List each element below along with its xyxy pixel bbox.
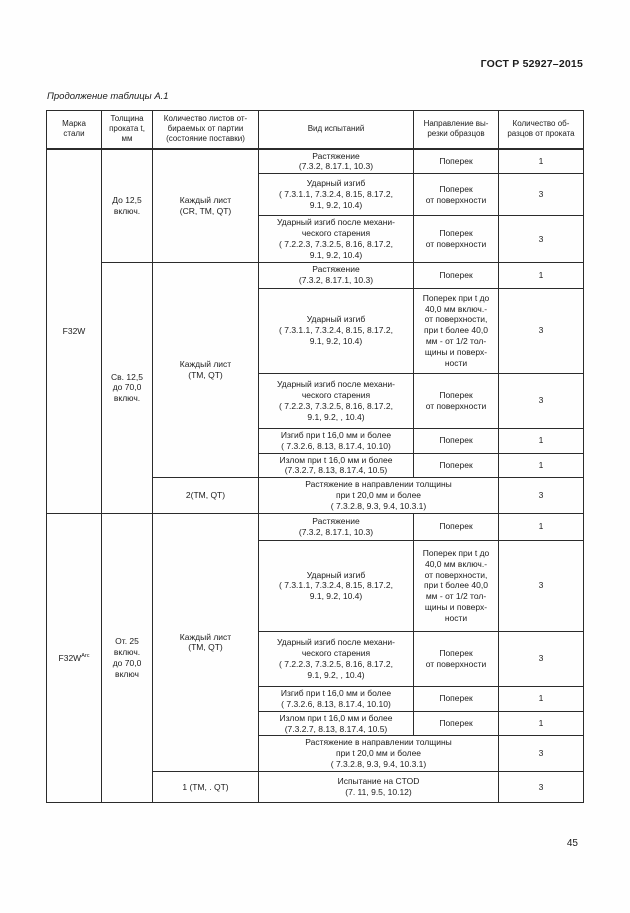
test-cell: Изгиб при t 16,0 мм и более ( 7.3.2.6, 8… [258, 427, 414, 454]
test-cell: Испытание на CTOD (7. 11, 9.5, 10.12) [258, 771, 499, 803]
direction-cell: Поперек от поверхности [413, 173, 499, 217]
test-cell: Излом при t 16,0 мм и более (7.3.2.7, 8.… [258, 710, 414, 737]
table-row: Ударный изгиб после механи- ческого стар… [47, 630, 584, 687]
count-cell: 3 [498, 771, 584, 803]
table-row: Св. 12,5 до 70,0 включ. Каждый лист (ТМ,… [47, 261, 584, 514]
page-number: 45 [566, 838, 578, 849]
grade-cell-f32w: F32W [46, 148, 102, 514]
test-cell: Растяжение в направлении толщины при t 2… [258, 735, 499, 772]
direction-cell: Поперек при t до 40,0 мм включ.- от пове… [413, 539, 499, 632]
direction-cell: Поперек при t до 40,0 мм включ.- от пове… [413, 287, 499, 374]
sheets-cell: Каждый лист (CR, ТМ, QT) [152, 148, 259, 263]
test-cell: Растяжение (7.3.2, 8.17.1, 10.3) [258, 147, 414, 175]
count-cell: 1 [498, 147, 584, 175]
test-cell: Ударный изгиб ( 7.3.1.1, 7.3.2.4, 8.15, … [258, 287, 414, 374]
count-cell: 3 [498, 630, 584, 687]
table-row: Изгиб при t 16,0 мм и более ( 7.3.2.6, 8… [47, 427, 584, 454]
column-header-direction: Направление вы- резки образцов [413, 110, 499, 150]
test-cell: Ударный изгиб ( 7.3.1.1, 7.3.2.4, 8.15, … [258, 173, 414, 217]
table-row: Ударный изгиб ( 7.3.1.1, 7.3.2.4, 8.15, … [47, 287, 584, 374]
test-cell: Растяжение в направлении толщины при t 2… [258, 477, 499, 514]
direction-cell: Поперек [413, 710, 499, 737]
doc-header: ГОСТ Р 52927–2015 [480, 58, 583, 70]
direction-cell: Поперек [413, 512, 499, 541]
table-row: F32WArc От. 25 включ. до 70,0 включ Кажд… [46, 512, 584, 804]
sheets-cell: 2(ТМ, QT) [152, 477, 259, 514]
thickness-cell: От. 25 включ. до 70,0 включ [101, 512, 153, 804]
thickness-cell: Св. 12,5 до 70,0 включ. [101, 261, 153, 514]
direction-cell: Поперек от поверхности [413, 630, 499, 687]
table-row: Излом при t 16,0 мм и более (7.3.2.7, 8.… [47, 710, 584, 737]
count-cell: 3 [498, 539, 584, 632]
direction-cell: Поперек [413, 685, 499, 712]
test-cell: Растяжение (7.3.2, 8.17.1, 10.3) [258, 512, 414, 541]
direction-cell: Поперек от поверхности [413, 215, 499, 263]
table-row: Ударный изгиб ( 7.3.1.1, 7.3.2.4, 8.15, … [47, 539, 584, 632]
grade-cell-f32w-arc: F32WArc [46, 512, 102, 804]
column-header-sheets: Количество листов от- бираемых от партии… [152, 110, 259, 150]
table-row: Ударный изгиб ( 7.3.1.1, 7.3.2.4, 8.15, … [47, 173, 584, 217]
table-row: Ударный изгиб после механи- ческого стар… [47, 372, 584, 429]
table-row: Ударный изгиб после механи- ческого стар… [47, 215, 584, 263]
table-row: 2(ТМ, QT) Растяжение в направлении толщи… [47, 477, 584, 514]
sheets-cell: Каждый лист (ТМ, QT) [152, 261, 259, 479]
direction-cell: Поперек [413, 261, 499, 289]
count-cell: 3 [498, 215, 584, 263]
count-cell: 1 [498, 261, 584, 289]
table-row: 1 (ТМ, . QT) Испытание на CTOD (7. 11, 9… [47, 771, 584, 803]
count-cell: 1 [498, 512, 584, 541]
grade-label: F32W [58, 652, 82, 663]
count-cell: 3 [498, 372, 584, 429]
sheets-cell: 1 (ТМ, . QT) [152, 771, 259, 803]
direction-cell: Поперек [413, 427, 499, 454]
test-cell: Ударный изгиб ( 7.3.1.1, 7.3.2.4, 8.15, … [258, 539, 414, 632]
test-cell: Ударный изгиб после механи- ческого стар… [258, 630, 414, 687]
direction-cell: Поперек [413, 452, 499, 479]
grade-superscript: Arc [81, 652, 90, 659]
count-cell: 1 [498, 710, 584, 737]
column-header-count: Количество об- разцов от проката [498, 110, 584, 150]
table-row: F32W До 12,5 включ. Каждый лист (CR, ТМ,… [46, 147, 584, 514]
test-cell: Растяжение (7.3.2, 8.17.1, 10.3) [258, 261, 414, 289]
test-cell: Изгиб при t 16,0 мм и более ( 7.3.2.6, 8… [258, 685, 414, 712]
test-cell: Ударный изгиб после механи- ческого стар… [258, 215, 414, 263]
count-cell: 1 [498, 427, 584, 454]
test-cell: Излом при t 16,0 мм и более (7.3.2.7, 8.… [258, 452, 414, 479]
sheets-cell: Каждый лист (ТМ, QT) [152, 512, 259, 773]
column-header-test: Вид испытаний [258, 110, 414, 150]
thickness-cell: До 12,5 включ. [101, 148, 153, 263]
count-cell: 1 [498, 452, 584, 479]
count-cell: 1 [498, 685, 584, 712]
direction-cell: Поперек от поверхности [413, 372, 499, 429]
continuation-table-a1: Марка стали Толщина проката t, мм Количе… [46, 110, 584, 804]
count-cell: 3 [498, 173, 584, 217]
column-header-grade: Марка стали [46, 110, 102, 150]
count-cell: 3 [498, 477, 584, 514]
direction-cell: Поперек [413, 147, 499, 175]
table-row: Излом при t 16,0 мм и более (7.3.2.7, 8.… [47, 452, 584, 479]
column-header-thickness: Толщина проката t, мм [101, 110, 153, 150]
count-cell: 3 [498, 735, 584, 772]
test-cell: Ударный изгиб после механи- ческого стар… [258, 372, 414, 429]
table-caption: Продолжение таблицы А.1 [47, 91, 169, 102]
count-cell: 3 [498, 287, 584, 374]
